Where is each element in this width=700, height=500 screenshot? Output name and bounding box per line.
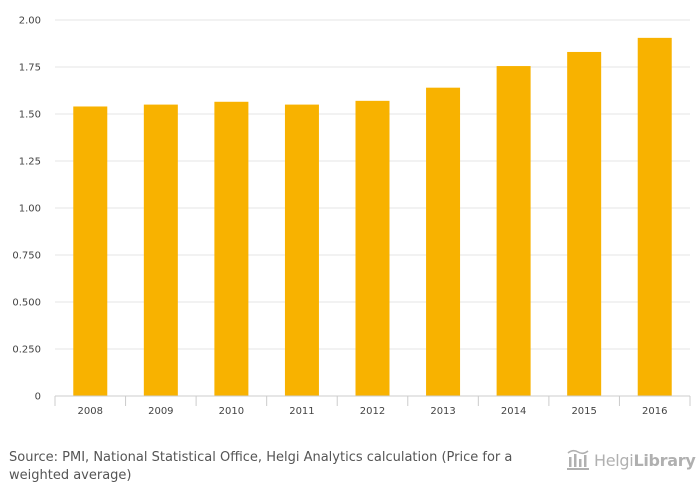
x-axis-ticks: 2008 2009 2010 2011 2012 2013 2014 2015 2016 (54, 396, 691, 417)
y-tick-label: 1.50 (19, 110, 41, 121)
y-tick-label: 0 (35, 392, 41, 403)
bar-2016 (637, 37, 672, 397)
y-tick-label: 1.00 (19, 204, 41, 215)
bar-2013 (426, 87, 461, 397)
y-tick-label: 0.250 (12, 345, 41, 356)
y-tick-label: 1.75 (19, 63, 41, 74)
bar-2008 (73, 106, 108, 396)
y-tick-label: 1.25 (19, 157, 41, 168)
y-tick-label: 0.750 (12, 251, 41, 262)
x-tick-label: 2009 (148, 406, 173, 417)
bar-2011 (284, 104, 319, 396)
library-columns-icon (567, 449, 589, 470)
bar-chart: 0 0.250 0.500 0.750 1.00 1.25 1.50 1.75 2.00 200… (12, 16, 691, 417)
bar-2015 (567, 51, 602, 397)
source-note: Source: PMI, National Statistical Office… (9, 450, 513, 483)
x-tick-label: 2008 (78, 406, 103, 417)
brand-name: HelgiLibrary (594, 450, 696, 470)
brand-name-bold: Library (633, 450, 696, 470)
bar-2014 (496, 66, 531, 396)
bars (73, 37, 672, 397)
brand-name-light: Helgi (594, 450, 634, 470)
helgi-library-logo: HelgiLibrary (566, 448, 696, 472)
bar-2012 (355, 100, 390, 396)
y-tick-label: 0.500 (12, 298, 41, 309)
x-tick-label: 2011 (289, 406, 314, 417)
y-tick-label: 2.00 (19, 16, 41, 27)
x-tick-label: 2014 (501, 406, 526, 417)
x-tick-label: 2013 (430, 406, 455, 417)
x-tick-label: 2015 (571, 406, 596, 417)
x-tick-label: 2012 (360, 406, 385, 417)
x-tick-label: 2010 (219, 406, 244, 417)
x-tick-label: 2016 (642, 406, 667, 417)
y-axis-ticks: 0 0.250 0.500 0.750 1.00 1.25 1.50 1.75 2.00 (12, 16, 41, 403)
bar-2010 (214, 101, 249, 396)
bar-2009 (143, 104, 178, 396)
